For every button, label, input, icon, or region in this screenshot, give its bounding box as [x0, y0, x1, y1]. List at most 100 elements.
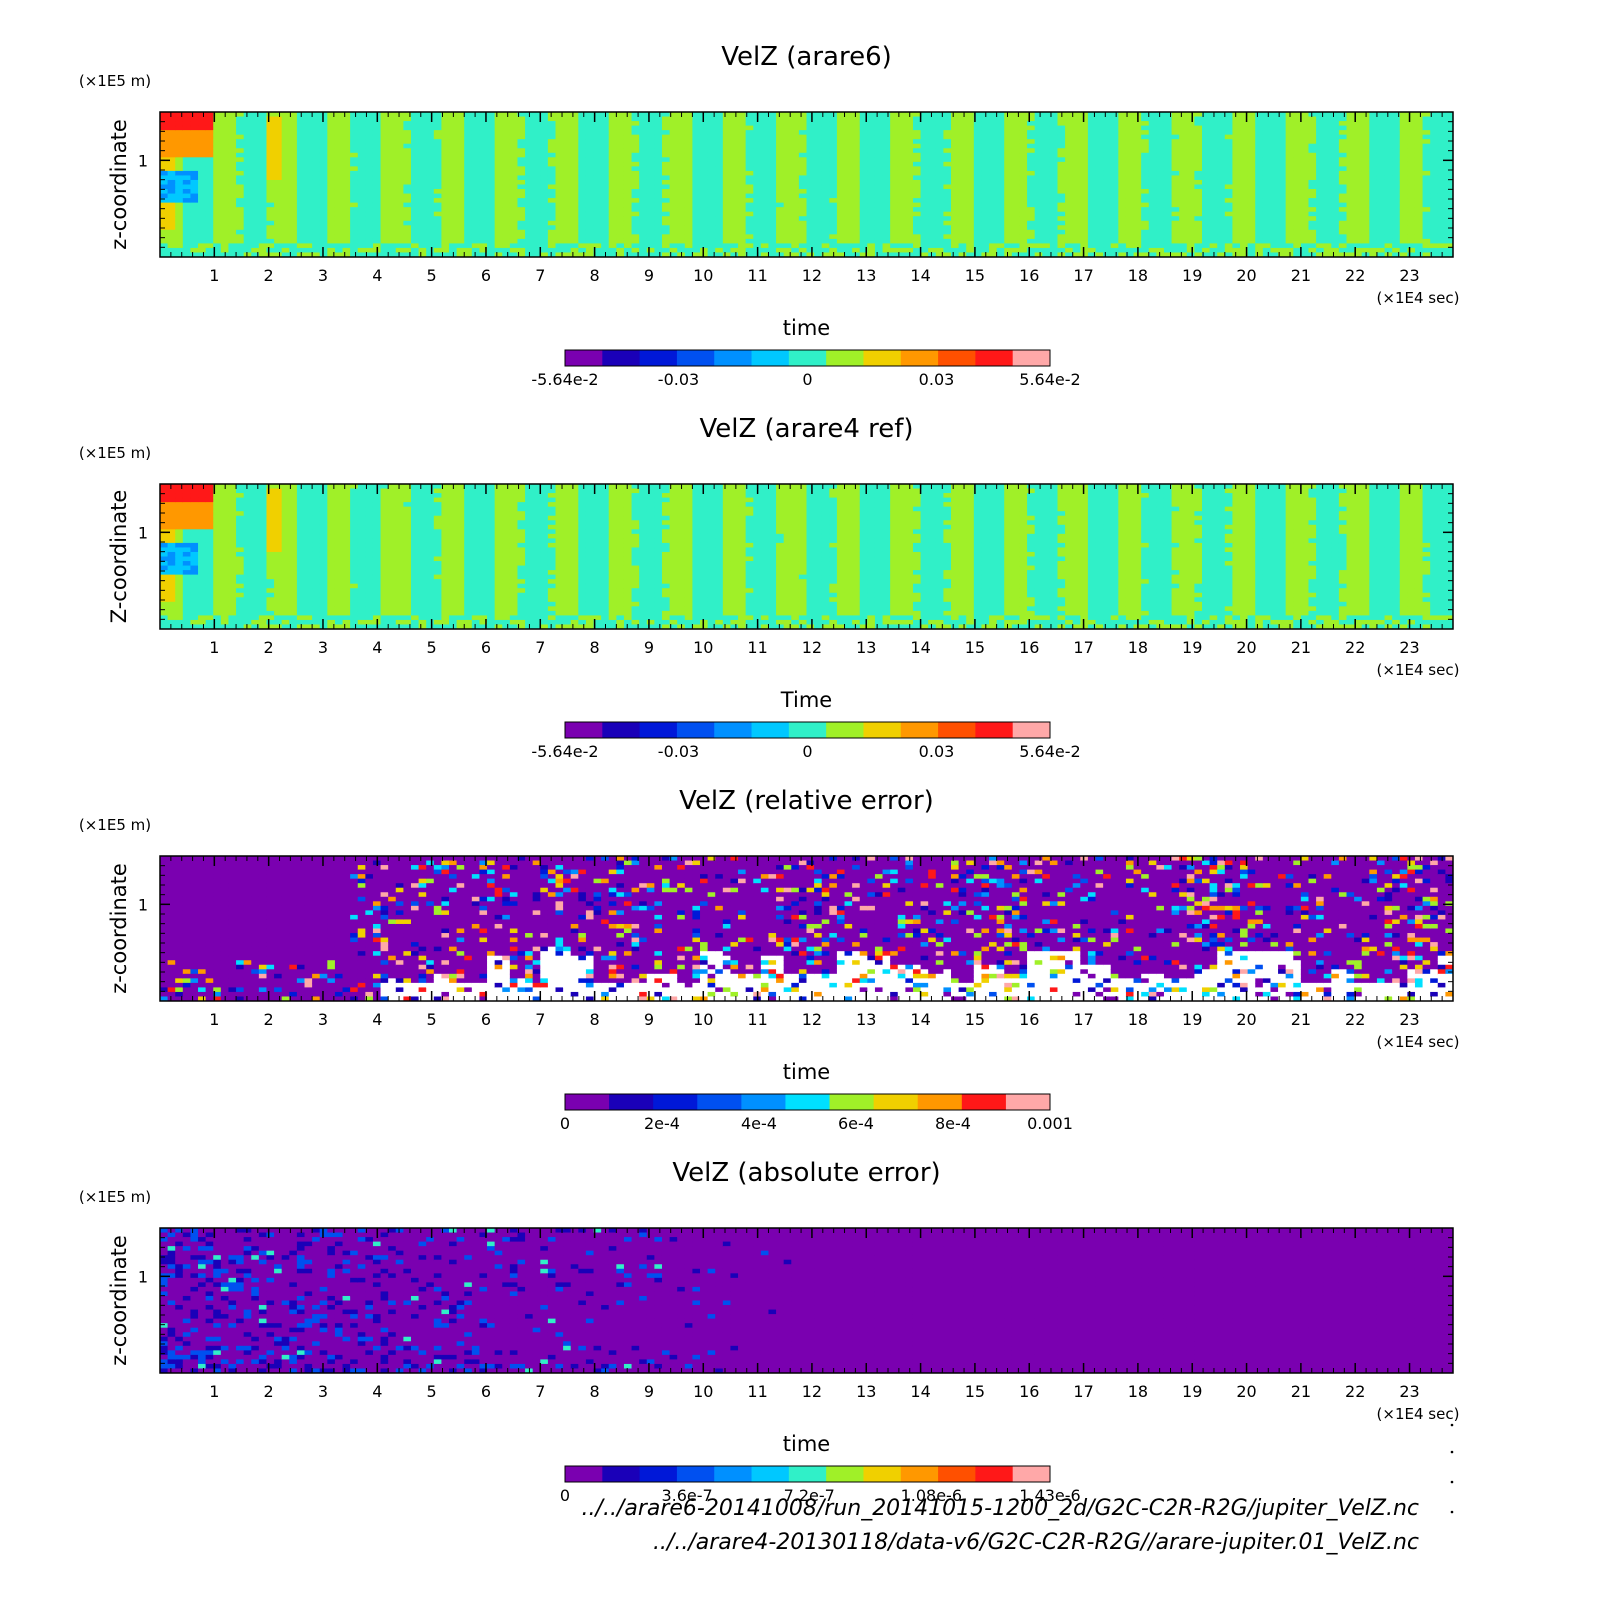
colorbar-tick-label: 0: [560, 1114, 570, 1133]
x-tick-label: 13: [856, 266, 876, 285]
x-tick-label: 17: [1073, 638, 1093, 657]
colorbar-swatch: [900, 350, 939, 366]
x-tick-label: 18: [1128, 266, 1148, 285]
x-tick-label: 12: [802, 266, 822, 285]
x-tick-label: 20: [1236, 1382, 1256, 1401]
x-unit-label: (×1E4 sec): [1377, 1405, 1460, 1423]
footer-path-2-text: ../../arare4-20130118/data-v6/G2C-C2R-R2…: [653, 1530, 1419, 1555]
x-tick-label: 2: [264, 266, 274, 285]
plot-frame: [159, 855, 1454, 1002]
colorbar: -5.64e-2 -0.03 0 0.03 5.64e-2: [531, 721, 1081, 761]
colorbar: 0 2e-4 4e-4 6e-4 8e-4 0.001: [560, 1093, 1073, 1133]
y-axis-label: Z-coordinate: [107, 490, 131, 624]
x-tick-label: 23: [1399, 1010, 1419, 1029]
colorbar-swatch: [975, 350, 1014, 366]
colorbar-tick-label: 0.001: [1027, 1114, 1073, 1133]
colorbar-swatch: [961, 1094, 1007, 1110]
x-tick-label: 2: [264, 638, 274, 657]
x-tick-label: 10: [693, 1382, 713, 1401]
x-tick-label: 21: [1291, 638, 1311, 657]
x-tick-label: 8: [590, 1010, 600, 1029]
y-axis-label: z-coordinate: [107, 863, 131, 994]
x-axis-label: time: [783, 1432, 830, 1456]
x-tick-label: 7: [535, 266, 545, 285]
x-tick-label: 22: [1345, 1382, 1365, 1401]
x-tick-label: 1: [209, 1010, 219, 1029]
colorbar-tick-label: 0: [802, 370, 812, 389]
footer-path-1: ../../arare6-20141008/run_20141015-1200_…: [582, 1496, 1419, 1521]
colorbar-swatch: [975, 1466, 1014, 1482]
colorbar-swatch: [653, 1094, 698, 1110]
colorbar-swatch: [751, 722, 790, 738]
colorbar-swatch: [714, 350, 753, 366]
x-tick-label: 20: [1236, 266, 1256, 285]
colorbar-tick-label: 4e-4: [741, 1114, 777, 1133]
plot-frame: [159, 483, 1454, 630]
colorbar-swatch: [873, 1094, 919, 1110]
x-tick-label: 2: [264, 1010, 274, 1029]
colorbar-frame: [564, 349, 1051, 367]
x-tick-label: 9: [644, 638, 654, 657]
colorbar-swatch: [565, 1094, 610, 1110]
colorbar-swatch: [714, 1466, 753, 1482]
heatmap-field: [160, 112, 1453, 257]
colorbar-swatch: [788, 1466, 827, 1482]
x-tick-label: 7: [535, 638, 545, 657]
x-tick-label: 4: [372, 266, 382, 285]
x-tick-label: 5: [427, 266, 437, 285]
x-tick-label: 11: [747, 638, 767, 657]
x-tick-label: 3: [318, 266, 328, 285]
colorbar-swatch: [788, 350, 827, 366]
x-tick-label: 4: [372, 1010, 382, 1029]
x-tick-label: 21: [1291, 266, 1311, 285]
colorbar-frame: [564, 1093, 1051, 1111]
colorbar-swatch: [785, 1094, 831, 1110]
x-tick-label: 14: [910, 638, 930, 657]
chart-panel-4: VelZ (absolute error) (×1E5 m) z-coordinat…: [79, 1158, 1460, 1505]
x-tick-label: 10: [693, 266, 713, 285]
x-tick-label: 5: [427, 638, 437, 657]
colorbar-swatch: [602, 1466, 641, 1482]
marker-dot: [1450, 1510, 1454, 1514]
x-tick-label: 20: [1236, 638, 1256, 657]
colorbar-swatch: [917, 1094, 963, 1110]
x-tick-label: 15: [965, 266, 985, 285]
x-tick-label: 11: [747, 1382, 767, 1401]
chart-title: VelZ (relative error): [679, 786, 934, 816]
heatmap-field: [160, 856, 1453, 1001]
x-tick-label: 16: [1019, 266, 1039, 285]
colorbar-swatch: [676, 722, 715, 738]
x-tick-label: 11: [747, 1010, 767, 1029]
colorbar-tick-label: 2e-4: [644, 1114, 680, 1133]
heatmap-field: [160, 1228, 1453, 1373]
colorbar-swatch: [741, 1094, 786, 1110]
x-tick-label: 22: [1345, 266, 1365, 285]
colorbar-swatch: [900, 1466, 939, 1482]
colorbar: 0 3.6e-7 7.2e-7 1.08e-6 1.43e-6: [560, 1465, 1081, 1505]
x-tick-label: 19: [1182, 1010, 1202, 1029]
x-tick-label: 3: [318, 638, 328, 657]
colorbar-tick-label: 0: [560, 1486, 570, 1505]
colorbar-swatch: [697, 1094, 742, 1110]
x-tick-label: 22: [1345, 638, 1365, 657]
colorbar-swatch: [863, 350, 902, 366]
x-tick-label: 2: [264, 1382, 274, 1401]
colorbar-swatch: [829, 1094, 875, 1110]
x-tick-label: 9: [644, 266, 654, 285]
x-tick-label: 15: [965, 1010, 985, 1029]
x-tick-label: 8: [590, 1382, 600, 1401]
x-tick-label: 4: [372, 638, 382, 657]
colorbar-tick-label: -0.03: [658, 742, 699, 761]
plot-frame: [159, 111, 1454, 258]
x-tick-label: 3: [318, 1382, 328, 1401]
x-unit-label: (×1E4 sec): [1377, 289, 1460, 307]
x-tick-label: 5: [427, 1382, 437, 1401]
x-tick-label: 3: [318, 1010, 328, 1029]
colorbar-swatch: [826, 1466, 864, 1482]
x-tick-label: 17: [1073, 266, 1093, 285]
colorbar-tick-label: 5.64e-2: [1019, 370, 1080, 389]
x-tick-label: 15: [965, 1382, 985, 1401]
colorbar-swatch: [639, 722, 678, 738]
colorbar-swatch: [565, 722, 603, 738]
